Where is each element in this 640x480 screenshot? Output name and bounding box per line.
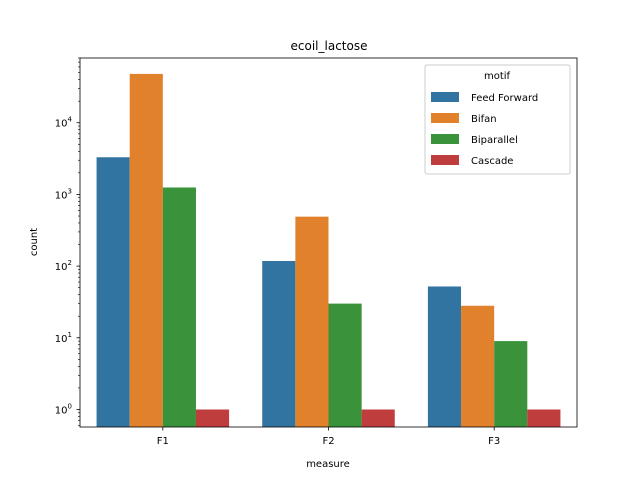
chart-title: ecoil_lactose [291, 39, 368, 53]
bar-feed-forward-f1 [96, 157, 130, 427]
legend-label-biparallel: Biparallel [471, 135, 518, 146]
bar-cascade-f3 [527, 409, 561, 427]
legend-swatch-bifan [431, 113, 459, 123]
bar-bifan-f1 [129, 73, 163, 428]
x-tick-label-f3: F3 [488, 436, 500, 447]
y-axis-label: count [29, 228, 40, 256]
legend-swatch-cascade [431, 155, 459, 165]
legend-swatch-feed-forward [431, 92, 459, 102]
legend-label-feed-forward: Feed Forward [471, 93, 538, 104]
bar-bifan-f2 [295, 216, 329, 427]
bar-biparallel-f1 [162, 187, 196, 427]
legend-title: motif [484, 71, 511, 82]
y-tick-label: 104 [55, 116, 73, 130]
bar-cascade-f2 [361, 409, 395, 427]
y-tick-label: 102 [55, 259, 72, 273]
legend-frame [424, 64, 571, 175]
bar-cascade-f1 [195, 409, 230, 427]
legend-label-bifan: Bifan [471, 114, 497, 125]
y-tick-label: 103 [55, 187, 72, 201]
bar-feed-forward-f2 [262, 260, 296, 427]
bar-feed-forward-f3 [427, 286, 462, 427]
plot-frame [79, 57, 578, 428]
y-axis: 100 101 102 103 104 [55, 57, 80, 426]
legend-label-cascade: Cascade [471, 156, 513, 167]
x-tick-label-f1: F1 [157, 436, 169, 447]
bar-biparallel-f3 [494, 341, 528, 427]
x-axis: F1 F2 F3 [157, 427, 500, 447]
y-tick-label: 101 [55, 331, 72, 345]
bars-group [96, 73, 561, 428]
legend: motif Feed Forward Bifan Biparallel Cascade [424, 64, 571, 175]
x-tick-label-f2: F2 [322, 436, 334, 447]
x-axis-label: measure [306, 459, 350, 470]
bar-biparallel-f2 [328, 303, 362, 427]
bar-bifan-f3 [461, 305, 495, 427]
y-tick-label: 100 [55, 402, 72, 416]
legend-swatch-biparallel [431, 134, 459, 144]
